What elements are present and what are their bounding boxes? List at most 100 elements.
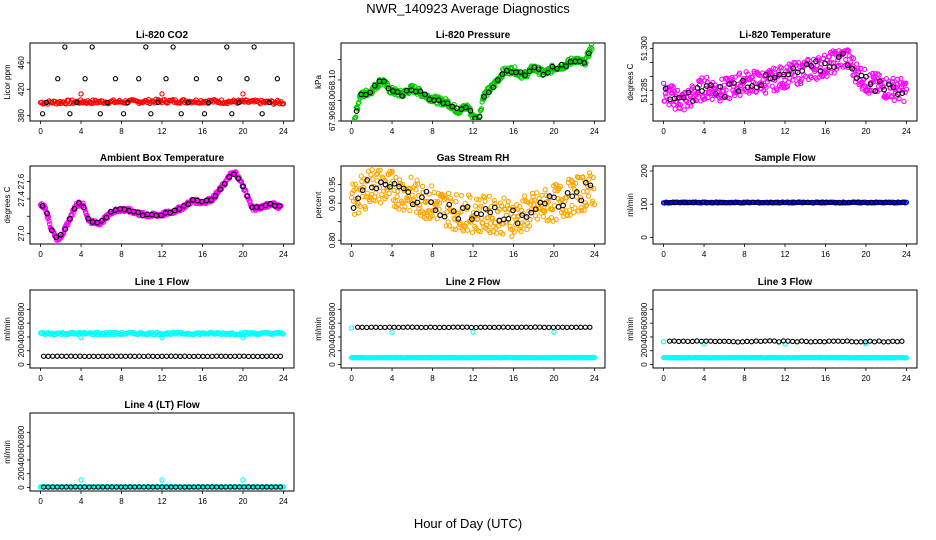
data-point (582, 179, 589, 186)
data-point (63, 353, 70, 359)
data-point (526, 223, 533, 229)
data-point (671, 338, 677, 344)
x-tick-label: 4 (702, 374, 707, 383)
data-point (464, 324, 470, 330)
data-point (762, 338, 768, 344)
x-tick-label: 20 (550, 374, 559, 383)
data-point (569, 202, 575, 209)
data-point (776, 339, 782, 345)
data-point (446, 223, 452, 229)
data-point (46, 218, 52, 224)
data-point (423, 324, 429, 331)
x-tick-label: 20 (550, 127, 559, 136)
data-point (580, 174, 586, 180)
data-point (127, 353, 133, 359)
data-point (831, 70, 837, 76)
x-tick-label: 16 (821, 127, 830, 136)
data-point (802, 73, 809, 79)
x-tick-label: 24 (279, 374, 288, 383)
data-point (532, 324, 538, 330)
data-point (224, 44, 230, 50)
data-point (494, 77, 501, 83)
data-point (218, 97, 225, 103)
data-point (392, 198, 398, 204)
y-tick-label: 0.80 (328, 232, 337, 248)
data-points (37, 44, 287, 117)
x-tick-label: 16 (198, 250, 207, 259)
x-tick-label: 24 (279, 127, 288, 136)
data-points (348, 167, 598, 239)
data-point (576, 208, 582, 214)
data-point (357, 203, 363, 210)
data-point (455, 324, 461, 330)
data-point (432, 207, 439, 214)
data-point (890, 75, 896, 82)
data-points (37, 169, 284, 243)
data-point (381, 188, 387, 194)
data-point (118, 353, 124, 359)
x-tick-label: 4 (390, 127, 395, 136)
data-point (482, 324, 488, 330)
data-point (204, 353, 211, 360)
data-point (413, 187, 419, 193)
data-point (853, 61, 860, 67)
data-point (534, 216, 541, 222)
data-point (723, 87, 729, 93)
y-tick-label: 600 (17, 439, 26, 453)
data-point (660, 80, 667, 86)
data-point (429, 183, 435, 189)
data-point (74, 99, 80, 106)
data-point (136, 353, 142, 359)
panel-title: Li-820 Temperature (739, 30, 831, 41)
data-point (178, 111, 184, 117)
x-tick-label: 8 (742, 374, 747, 383)
data-point (395, 188, 401, 195)
data-point (526, 68, 533, 75)
data-point (136, 76, 142, 82)
data-point (158, 212, 164, 219)
data-point (470, 209, 477, 216)
data-point (521, 193, 528, 199)
data-point (362, 203, 368, 210)
y-tick-label: 27.6 (17, 173, 26, 189)
data-point (717, 83, 724, 90)
data-point (585, 193, 592, 199)
data-point (707, 338, 714, 344)
data-point (159, 334, 165, 341)
data-point (54, 353, 60, 359)
data-point (193, 76, 200, 82)
data-point (670, 84, 676, 90)
data-point (167, 209, 173, 216)
panel-5: Gas Stream RH percent 0.80 0.90 0.95 0 4 8 12 16 2… (314, 153, 606, 259)
data-point (442, 193, 448, 199)
data-point (394, 89, 401, 95)
data-point (876, 338, 882, 344)
data-point (477, 228, 483, 235)
data-point (431, 189, 437, 196)
y-tick-label: 800 (17, 425, 26, 439)
y-tick-label: 200 (17, 467, 26, 481)
data-point (240, 334, 246, 341)
data-point (104, 99, 111, 106)
x-tick-label: 0 (38, 127, 43, 136)
panel-title: Li-820 CO2 (136, 30, 189, 41)
data-point (419, 194, 425, 201)
data-point (422, 91, 428, 98)
x-tick-label: 16 (821, 374, 830, 383)
data-point (240, 91, 246, 97)
x-tick-label: 0 (349, 250, 354, 259)
data-point (721, 94, 728, 100)
data-point (741, 79, 747, 85)
data-point (67, 111, 73, 117)
y-tick-label: 600 (640, 316, 649, 330)
data-point (677, 102, 684, 108)
x-tick-label: 12 (781, 127, 790, 136)
data-point (441, 213, 448, 220)
panel-title: Gas Stream RH (437, 153, 510, 164)
data-point (387, 184, 393, 190)
data-point (555, 324, 561, 330)
data-point (666, 338, 673, 344)
data-point (258, 204, 265, 211)
data-point (259, 111, 265, 117)
